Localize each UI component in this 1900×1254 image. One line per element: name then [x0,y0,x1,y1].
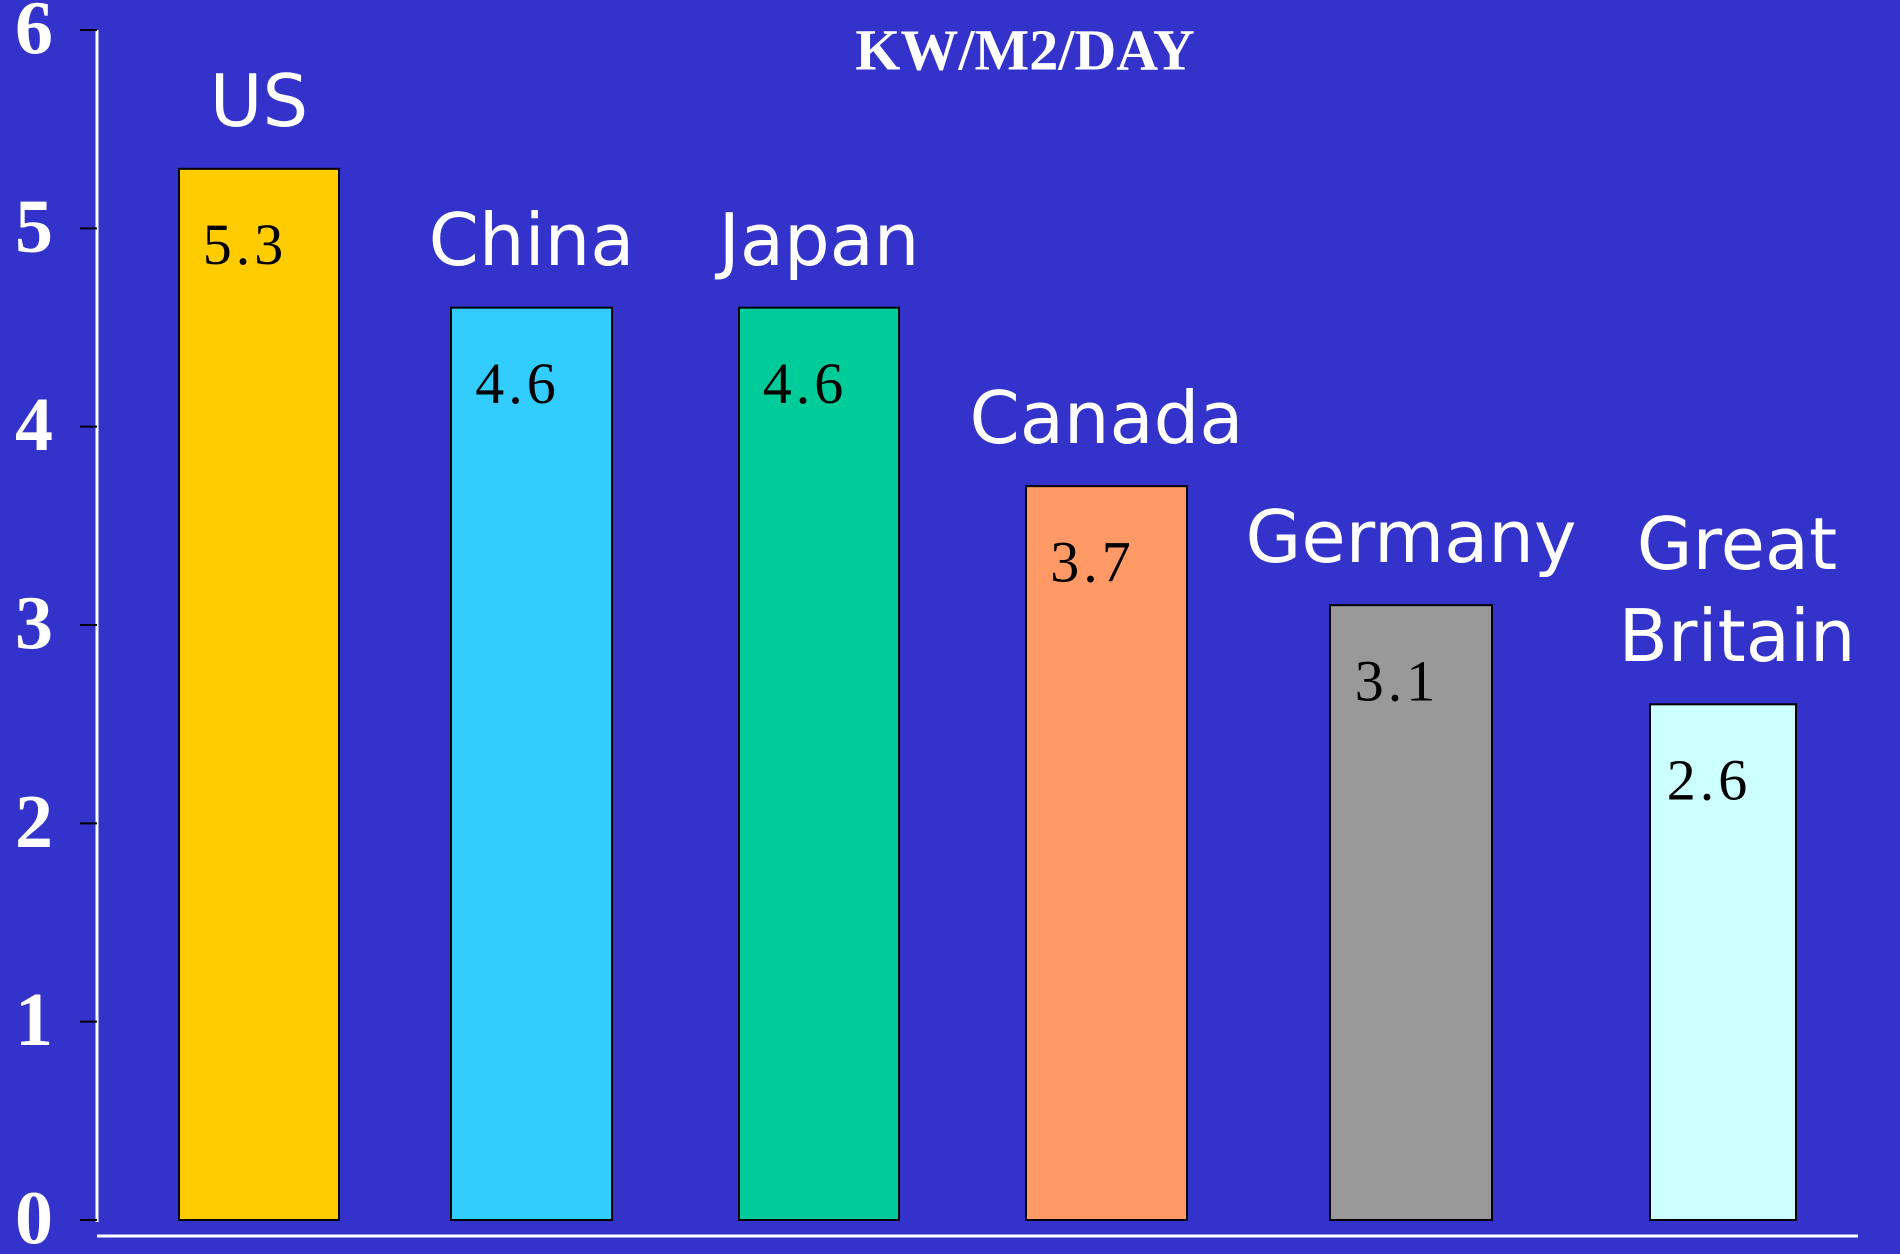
value-label: 4.6 [475,351,560,416]
bar [1329,604,1493,1221]
y-tick-label: 3 [15,581,53,665]
value-label: 3.1 [1355,648,1440,713]
y-tick-label: 1 [15,978,53,1062]
y-tick-label: 0 [15,1176,53,1254]
bar [1025,485,1188,1221]
y-tick-label: 5 [15,185,53,269]
y-tick-label: 4 [15,383,53,467]
bar [450,306,613,1221]
category-label: Japan [718,197,920,282]
category-label: Great Britain [1618,502,1856,679]
value-label: 4.6 [763,351,848,416]
value-label: 5.3 [203,212,288,277]
chart-title: KW/M2/DAY [855,17,1194,82]
value-label: 3.7 [1050,529,1135,594]
bar [1649,703,1797,1221]
category-label: US [209,58,309,143]
bar [178,167,340,1221]
bar [738,306,900,1221]
value-label: 2.6 [1667,748,1752,813]
category-label: Germany [1245,495,1577,580]
y-tick-label: 6 [15,0,53,70]
y-tick-label: 2 [15,780,53,864]
category-label: Canada [969,376,1244,461]
category-label: China [428,197,635,282]
